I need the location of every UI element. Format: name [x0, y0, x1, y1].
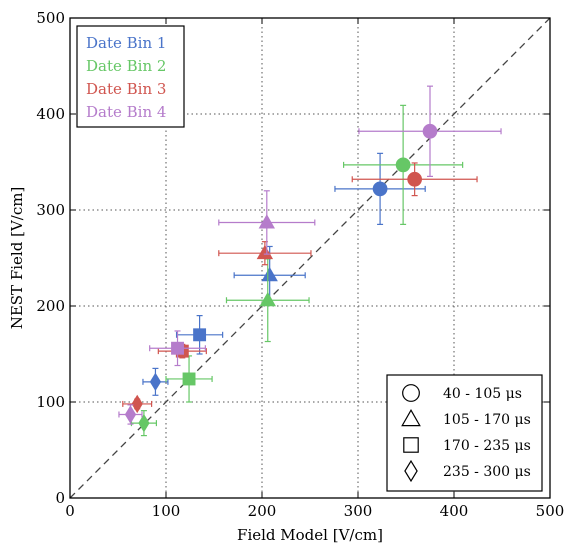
- marker-legend-label: 105 - 170 μs: [443, 412, 531, 428]
- color-legend-entry: Date Bin 2: [86, 57, 166, 75]
- circle-marker: [407, 171, 423, 187]
- color-legend-entry: Date Bin 4: [86, 103, 166, 121]
- circle-marker: [372, 181, 388, 197]
- diamond-marker: [131, 394, 143, 414]
- identity-reference-line: [69, 17, 551, 499]
- data-point: [343, 104, 464, 225]
- x-tick-label: 0: [65, 502, 75, 520]
- data-points: [118, 85, 502, 437]
- x-tick-label: 300: [344, 502, 373, 520]
- square-marker: [193, 328, 207, 342]
- data-point: [218, 241, 312, 266]
- data-point: [351, 162, 478, 197]
- triangle-marker: [261, 266, 278, 282]
- y-tick-label: 300: [36, 201, 65, 219]
- axis-ticks: 0 100 200 300 400 500 0 100 200 300 400 500: [36, 9, 564, 520]
- marker-legend-label: 40 - 105 μs: [443, 386, 522, 402]
- data-point: [334, 152, 426, 225]
- color-legend-entry: Date Bin 3: [86, 80, 166, 98]
- legend-circle-icon: [402, 384, 420, 402]
- color-legend: Date Bin 1 Date Bin 2 Date Bin 3 Date Bin 4: [76, 25, 185, 128]
- color-legend-entry: Date Bin 1: [86, 34, 166, 52]
- y-tick-label: 0: [55, 489, 65, 507]
- data-point: [218, 190, 316, 255]
- marker-legend: 40 - 105 μs 105 - 170 μs 170 - 235 μs 235 -…: [386, 374, 543, 492]
- plot-frame: [69, 17, 551, 499]
- diamond-marker: [124, 405, 137, 424]
- series-date-bin-4: [118, 85, 502, 425]
- data-point: [142, 367, 169, 396]
- data-point: [165, 355, 213, 403]
- circle-marker: [395, 157, 411, 173]
- x-tick-label: 200: [248, 502, 277, 520]
- legend-triangle-icon: [401, 408, 421, 427]
- color-legend-box: [76, 25, 185, 128]
- triangle-marker: [259, 291, 276, 307]
- y-tick-label: 100: [36, 393, 65, 411]
- x-axis-label: Field Model [V/cm]: [237, 526, 383, 544]
- series-date-bin-1: [142, 152, 426, 396]
- y-tick-label: 400: [36, 105, 65, 123]
- triangle-marker: [256, 244, 274, 260]
- x-tick-label: 400: [440, 502, 469, 520]
- data-point: [149, 330, 206, 367]
- square-marker: [171, 341, 184, 355]
- legend-diamond-icon: [404, 459, 418, 483]
- x-tick-label: 500: [536, 502, 565, 520]
- data-point: [122, 394, 153, 414]
- y-tick-label: 200: [36, 297, 65, 315]
- data-point: [175, 315, 224, 355]
- square-marker: [182, 372, 196, 386]
- y-tick-label: 500: [36, 9, 65, 27]
- triangle-marker: [258, 214, 275, 229]
- data-point: [118, 404, 143, 425]
- data-point: [130, 410, 157, 437]
- diamond-marker: [138, 413, 150, 433]
- marker-legend-label: 170 - 235 μs: [443, 438, 531, 454]
- marker-legend-label: 235 - 300 μs: [443, 464, 531, 480]
- legend-square-icon: [403, 437, 419, 453]
- diamond-marker: [149, 372, 162, 392]
- data-point: [225, 258, 310, 343]
- x-tick-label: 100: [152, 502, 181, 520]
- circle-marker: [422, 123, 438, 139]
- series-date-bin-2: [130, 104, 464, 437]
- data-point: [358, 85, 502, 177]
- y-axis-label: NEST Field [V/cm]: [8, 187, 26, 330]
